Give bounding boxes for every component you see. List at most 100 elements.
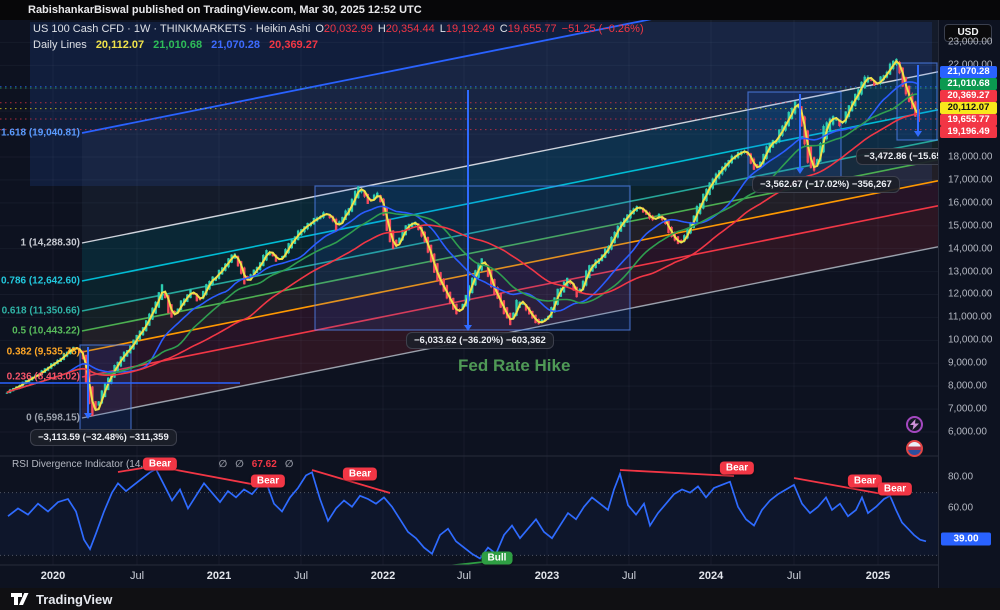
price-tick: 6,000.00 xyxy=(948,426,987,438)
fib-channel-line-1.618[interactable] xyxy=(81,0,938,134)
price-tick: 9,000.00 xyxy=(948,357,987,369)
ma-line-mid[interactable] xyxy=(6,81,919,394)
measure-arrow[interactable] xyxy=(464,325,472,331)
time-label: Jul xyxy=(786,570,802,582)
rsi-value: ∅ xyxy=(218,459,228,470)
price-tick: 11,000.00 xyxy=(948,311,992,323)
ohlc-value: 19,655.77 xyxy=(507,22,557,35)
fib-level-label: 0 (6,598.15) xyxy=(26,412,80,424)
ma-line-fast[interactable] xyxy=(6,59,920,412)
time-label: 2023 xyxy=(534,570,560,582)
time-label: 2020 xyxy=(40,570,66,582)
tradingview-brand[interactable]: TradingView xyxy=(36,591,113,607)
ohlc-value: 20,032.99 xyxy=(323,22,373,35)
ohlc-value: 19,192.49 xyxy=(445,22,495,35)
fib-level-label: 1 (14,288.30) xyxy=(20,237,81,249)
ma-line-long[interactable] xyxy=(6,112,919,394)
published-bar: RabishankarBiswal published on TradingVi… xyxy=(0,0,1000,20)
rsi-value: 67.62 xyxy=(251,459,277,470)
price-tick: 16,000.00 xyxy=(948,197,993,209)
tradingview-logo-icon[interactable] xyxy=(10,592,29,606)
rsi-title: RSI Divergence Indicator (14, close) xyxy=(12,459,173,470)
fib-channel-line-1[interactable] xyxy=(81,71,938,244)
time-label: Jul xyxy=(621,570,637,582)
rsi-pane xyxy=(0,465,938,565)
rsi-line[interactable] xyxy=(7,468,927,560)
daily-line-value: 20,369.27 xyxy=(269,38,318,51)
currency-button[interactable]: USD xyxy=(944,24,992,42)
published-text: RabishankarBiswal published on TradingVi… xyxy=(28,4,422,16)
price-tick: 22,000.00 xyxy=(948,60,993,71)
price-badge: 19,196.49 xyxy=(940,126,997,138)
chart-canvas[interactable] xyxy=(0,20,938,565)
daily-line-value: 21,010.68 xyxy=(153,38,203,51)
ohlc-item: L19,192.49 xyxy=(440,23,495,35)
daily-lines-label: Daily Lines xyxy=(33,38,87,51)
ohlc-key: H xyxy=(377,22,386,35)
fib-level-label: 0.382 (9,535.78) xyxy=(6,346,80,358)
bear-badge: Bear xyxy=(142,457,178,471)
daily-line-value: 21,070.28 xyxy=(211,38,261,51)
fib-level-label: 0.236 (8,413.02) xyxy=(6,371,80,383)
fib-channel-line-0.618[interactable] xyxy=(81,139,938,312)
price-tick: 7,000.00 xyxy=(948,403,987,415)
daily-lines-legend[interactable]: Daily Lines 20,112.07 21,010.68 21,070.28 2… xyxy=(33,37,318,52)
lightning-icon[interactable] xyxy=(906,416,923,433)
rsi-current-badge: 39.00 xyxy=(941,532,991,546)
ohlc-item: O20,032.99 xyxy=(315,23,373,35)
fib-channel-line-0.786[interactable] xyxy=(81,109,938,282)
measure-label[interactable]: −3,562.67 (−17.02%) −356,267 xyxy=(752,176,900,193)
fed-rate-hike-note: Fed Rate Hike xyxy=(458,356,571,375)
measure-box[interactable] xyxy=(314,185,631,331)
measure-label[interactable]: −6,033.62 (−36.20%) −603,362 xyxy=(406,332,554,349)
price-badge: 19,655.77 xyxy=(940,114,997,126)
symbol-legend[interactable]: US 100 Cash CFD · 1W · THINKMARKETS · He… xyxy=(33,21,644,36)
price-tick: 13,000.00 xyxy=(948,266,993,278)
measure-arrow[interactable] xyxy=(914,131,922,137)
fib-channel-line-0.382[interactable] xyxy=(81,180,938,353)
bear-badge: Bear xyxy=(877,482,913,496)
daily-lines-values: 20,112.07 21,010.68 21,070.28 20,369.27 xyxy=(96,39,318,51)
bear-badge: Bear xyxy=(250,474,286,488)
rsi-tick: 80.00 xyxy=(948,471,974,483)
price-tick: 15,000.00 xyxy=(948,220,993,232)
fib-level-label: 0.5 (10,443.22) xyxy=(12,325,80,337)
grid xyxy=(0,20,938,565)
time-label: 2022 xyxy=(370,570,396,582)
ohlc-item: C19,655.77 xyxy=(500,23,557,35)
rsi-value: ∅ xyxy=(235,459,244,470)
daily-line-value: 20,112.07 xyxy=(95,38,145,51)
price-tick: 18,000.00 xyxy=(948,151,993,163)
ohlc-key: O xyxy=(315,22,324,35)
symbol-title: US 100 Cash CFD · 1W · THINKMARKETS · He… xyxy=(33,22,311,35)
price-tick: 17,000.00 xyxy=(948,174,993,186)
price-tick: 23,000.00 xyxy=(948,36,993,48)
price-badge: 20,369.27 xyxy=(940,90,997,102)
rsi-value: ∅ xyxy=(284,459,294,470)
rsi-indicator-legend[interactable]: RSI Divergence Indicator (14, close) ∅ ∅ 6… xyxy=(12,459,293,470)
divergence-line[interactable] xyxy=(793,477,889,496)
fib-channel-line-0.236[interactable] xyxy=(81,205,938,378)
time-axis[interactable]: 2020 Jul 2021 Jul 2022 Jul 2023 Jul 2024 Jul 2025 xyxy=(0,565,938,588)
measure-label[interactable]: −3,113.59 (−32.48%) −311,359 xyxy=(30,429,177,446)
ohlc-key: C xyxy=(499,22,508,35)
ohlc-values: O20,032.99 H20,354.44 L19,192.49 C19,655.77 xyxy=(315,23,556,35)
rsi-tick: 60.00 xyxy=(948,502,974,514)
time-label: 2024 xyxy=(698,570,724,582)
ohlc-value: 20,354.44 xyxy=(385,22,435,35)
divergence-line[interactable] xyxy=(619,469,735,477)
bear-badge: Bear xyxy=(342,467,378,481)
time-label: 2025 xyxy=(865,570,891,582)
price-badge: 21,010.68 xyxy=(940,78,997,90)
ohlc-item: H20,354.44 xyxy=(378,23,435,35)
bear-badge: Bear xyxy=(719,461,755,475)
price-tick: 8,000.00 xyxy=(948,380,987,392)
measure-arrow[interactable] xyxy=(84,413,92,419)
fib-level-label: 1.618 (19,040.81) xyxy=(1,127,80,139)
flag-icon[interactable] xyxy=(906,440,923,457)
measure-arrow[interactable] xyxy=(796,168,804,174)
time-label: 2021 xyxy=(206,570,232,582)
divergence-line[interactable] xyxy=(311,469,391,494)
price-badge: 21,070.28 xyxy=(940,66,997,78)
